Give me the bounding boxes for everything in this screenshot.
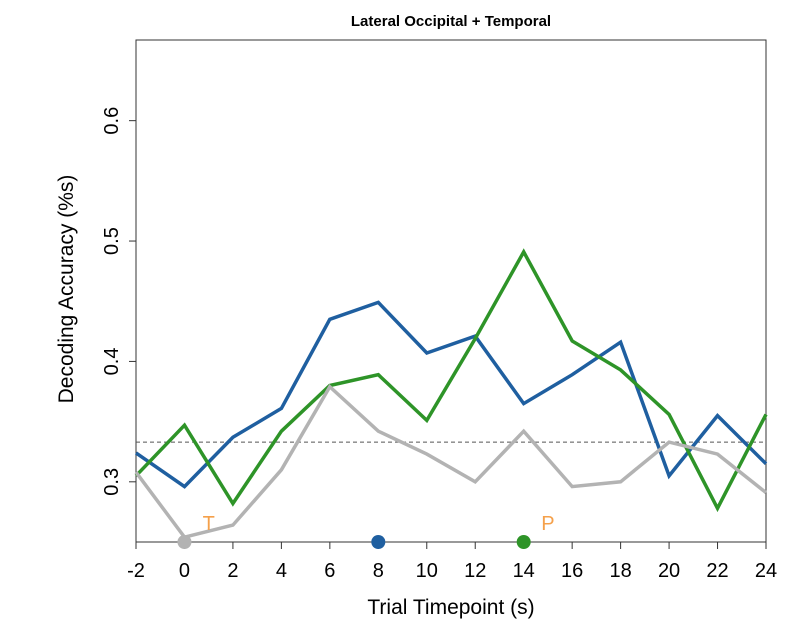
- plot-area: -2 0 2 4 6 8 10 12 14 16 18 20 22 240.30.40.50.6T P: [101, 39, 777, 582]
- peak-marker-3: [516, 535, 531, 549]
- x-tick-label: 16: [561, 560, 583, 582]
- x-tick-label: 2: [227, 560, 238, 582]
- x-tick-label: 24: [755, 560, 777, 582]
- x-tick-label: 18: [609, 560, 631, 582]
- y-axis-label: Decoding Accuracy (%s): [55, 175, 78, 404]
- annotation-t: T: [203, 513, 215, 535]
- x-axis-label: Trial Timepoint (s): [367, 596, 534, 619]
- series-line-1: [135, 300, 768, 489]
- plot-frame: [135, 39, 767, 543]
- x-tick-label: 14: [513, 560, 535, 582]
- y-tick-label: 0.6: [101, 107, 123, 135]
- y-tick-label: 0.4: [101, 348, 123, 376]
- x-tick-label: -2: [127, 560, 145, 582]
- chart-title: Lateral Occipital + Temporal: [351, 13, 551, 30]
- x-tick-label: 12: [464, 560, 486, 582]
- series-line-3: [134, 383, 768, 540]
- x-tick-label: 0: [179, 560, 190, 582]
- x-tick-label: 20: [658, 560, 680, 582]
- series-line-2: [134, 248, 768, 513]
- x-tick-label: 6: [324, 560, 335, 582]
- x-tick-label: 22: [706, 560, 728, 582]
- x-tick-label: 10: [416, 560, 438, 582]
- y-tick-label: 0.3: [101, 468, 123, 496]
- x-tick-label: 4: [276, 560, 287, 582]
- peak-marker-1: [177, 535, 192, 549]
- x-tick-label: 8: [373, 560, 384, 582]
- y-tick-label: 0.5: [101, 227, 123, 255]
- annotation-p: P: [541, 513, 554, 535]
- peak-marker-2: [371, 535, 386, 549]
